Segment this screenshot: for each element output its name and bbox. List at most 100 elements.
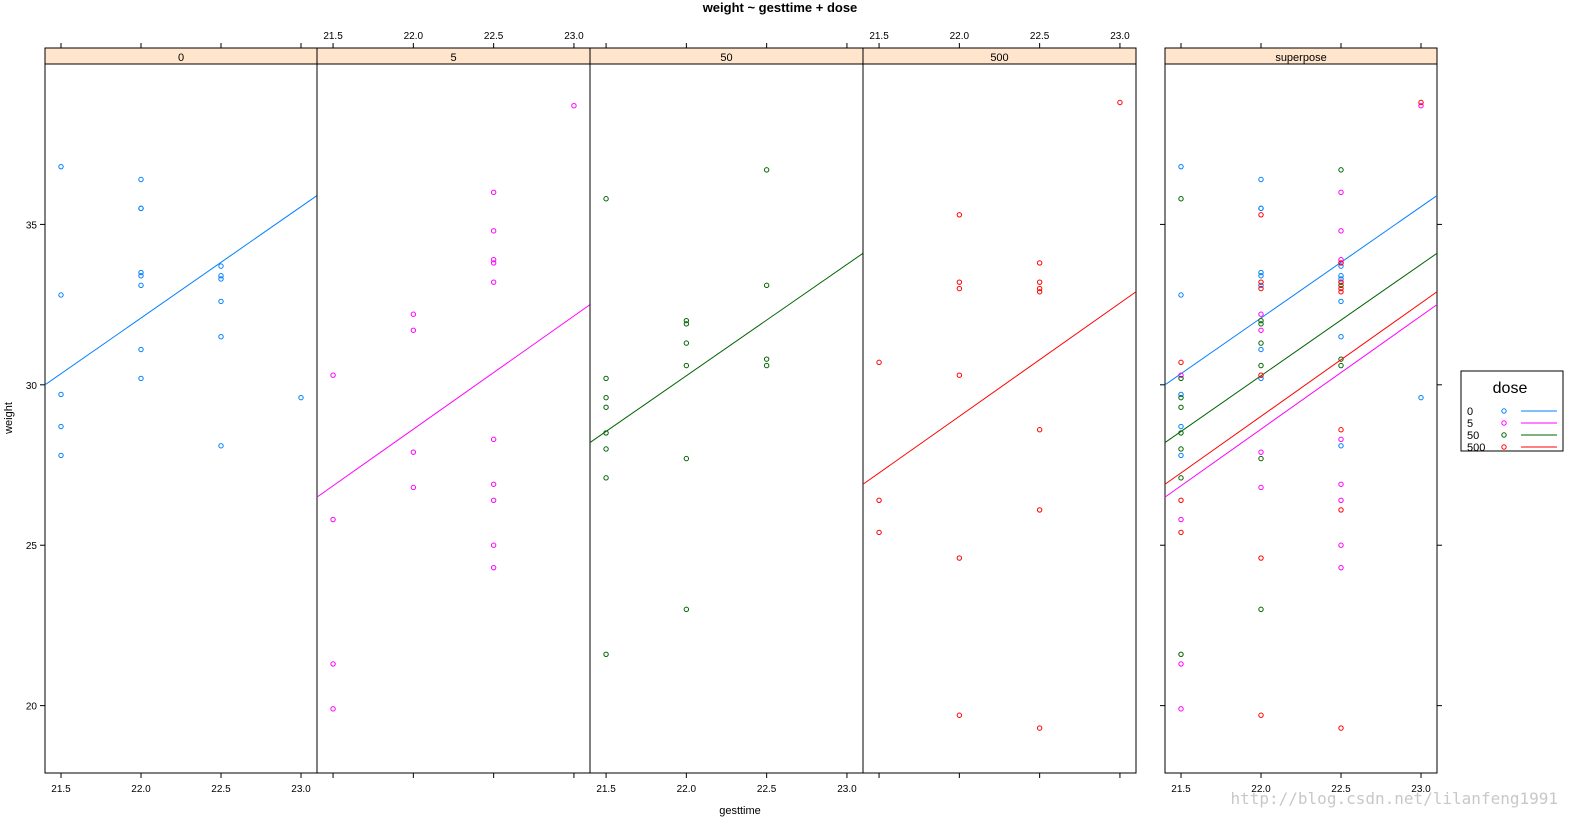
x-tick-label: 23.0	[291, 784, 311, 795]
point-dose-5	[1338, 256, 1344, 263]
point-dose-5	[490, 228, 497, 234]
x-tick-label: 22.5	[1030, 31, 1050, 42]
x-tick-label: 22.5	[484, 31, 504, 42]
point-dose-50	[683, 340, 690, 346]
x-tick-label: 22.0	[1251, 784, 1271, 795]
point-dose-50	[683, 317, 690, 324]
point-dose-0	[1418, 394, 1424, 401]
point-dose-500	[956, 712, 963, 718]
point-dose-0	[1338, 298, 1344, 305]
point-dose-500	[1338, 279, 1344, 285]
point-dose-0	[1178, 423, 1184, 430]
legend-point-dose-0	[1501, 408, 1507, 414]
point-dose-0	[58, 163, 64, 170]
point-dose-0	[138, 269, 144, 276]
point-dose-5	[1178, 706, 1184, 712]
point-dose-0	[1258, 273, 1264, 279]
point-dose-5	[490, 564, 497, 571]
point-dose-50	[603, 475, 609, 481]
point-dose-500	[1258, 555, 1264, 561]
point-dose-50	[603, 404, 609, 410]
point-dose-0	[218, 276, 224, 282]
point-dose-500	[1418, 99, 1424, 106]
point-dose-500	[956, 212, 963, 218]
point-dose-0	[1338, 276, 1344, 282]
point-dose-5	[1178, 372, 1184, 378]
fit-line-dose-500	[1164, 291, 1438, 485]
point-dose-0	[1178, 292, 1184, 298]
point-dose-0	[1258, 282, 1264, 289]
y-tick-label: 25	[26, 541, 38, 552]
point-dose-50	[683, 321, 690, 327]
point-dose-500	[956, 555, 963, 561]
point-dose-0	[1338, 443, 1344, 449]
point-dose-50	[1258, 362, 1264, 369]
x-tick-label: 22.0	[131, 784, 151, 795]
point-dose-5	[490, 481, 497, 487]
point-dose-0	[1258, 346, 1264, 353]
point-dose-500	[956, 279, 963, 285]
point-dose-500	[1338, 725, 1344, 731]
point-dose-0	[1338, 263, 1344, 269]
point-dose-5	[1338, 497, 1344, 504]
point-dose-500	[1036, 725, 1043, 731]
point-dose-5	[330, 516, 336, 523]
point-dose-50	[1178, 375, 1184, 382]
point-dose-5	[410, 327, 417, 333]
point-dose-50	[1338, 167, 1344, 173]
point-dose-500	[1338, 507, 1344, 513]
point-dose-50	[763, 356, 770, 362]
point-dose-0	[1338, 333, 1344, 340]
point-dose-50	[603, 651, 609, 657]
point-dose-50	[683, 362, 690, 369]
panel-frame	[1164, 63, 1438, 774]
point-dose-5	[490, 279, 497, 285]
point-dose-5	[1338, 542, 1344, 548]
x-tick-label: 22.0	[950, 31, 970, 42]
point-dose-500	[1036, 285, 1043, 292]
legend-title: dose	[1493, 380, 1528, 397]
point-dose-5	[1338, 564, 1344, 571]
point-dose-0	[58, 452, 64, 459]
point-dose-5	[490, 256, 497, 263]
point-dose-50	[1178, 446, 1184, 452]
point-dose-5	[330, 372, 336, 378]
panel-frame	[44, 63, 318, 774]
point-dose-5	[490, 189, 497, 196]
x-tick-label: 22.5	[757, 784, 777, 795]
point-dose-5	[330, 706, 336, 712]
point-dose-0	[1178, 391, 1184, 398]
x-tick-label: 21.5	[323, 31, 343, 42]
x-axis-label: gesttime	[719, 805, 761, 817]
point-dose-5	[1178, 516, 1184, 523]
point-dose-0	[58, 391, 64, 398]
point-dose-500	[1036, 279, 1043, 285]
point-dose-5	[490, 542, 497, 548]
point-dose-0	[58, 423, 64, 430]
point-dose-50	[683, 606, 690, 613]
point-dose-50	[1178, 394, 1184, 401]
axes-layer: 21.5 22.0 22.5 23.0 21.5 22.0 22.5 23.0 21.5 22.0…	[26, 31, 1442, 795]
point-dose-500	[1338, 285, 1344, 292]
point-dose-0	[1258, 205, 1264, 212]
strip-label: 50	[720, 52, 732, 64]
point-dose-50	[603, 375, 609, 382]
point-dose-50	[1338, 362, 1344, 369]
point-dose-50	[1178, 475, 1184, 481]
point-dose-500	[1036, 260, 1043, 266]
x-tick-label: 22.0	[404, 31, 424, 42]
legend-label-dose-500: 500	[1467, 442, 1485, 454]
point-dose-50	[603, 394, 609, 401]
x-tick-label: 23.0	[564, 31, 584, 42]
point-dose-50	[1178, 196, 1184, 202]
x-tick-label: 23.0	[1110, 31, 1130, 42]
point-dose-0	[218, 443, 224, 449]
point-dose-50	[763, 362, 770, 369]
x-tick-label: 22.0	[677, 784, 697, 795]
point-dose-0	[138, 273, 144, 279]
point-dose-5	[410, 311, 417, 317]
y-tick-label: 30	[26, 381, 38, 392]
panel-0: 0	[44, 47, 318, 774]
point-dose-5	[1258, 484, 1264, 491]
